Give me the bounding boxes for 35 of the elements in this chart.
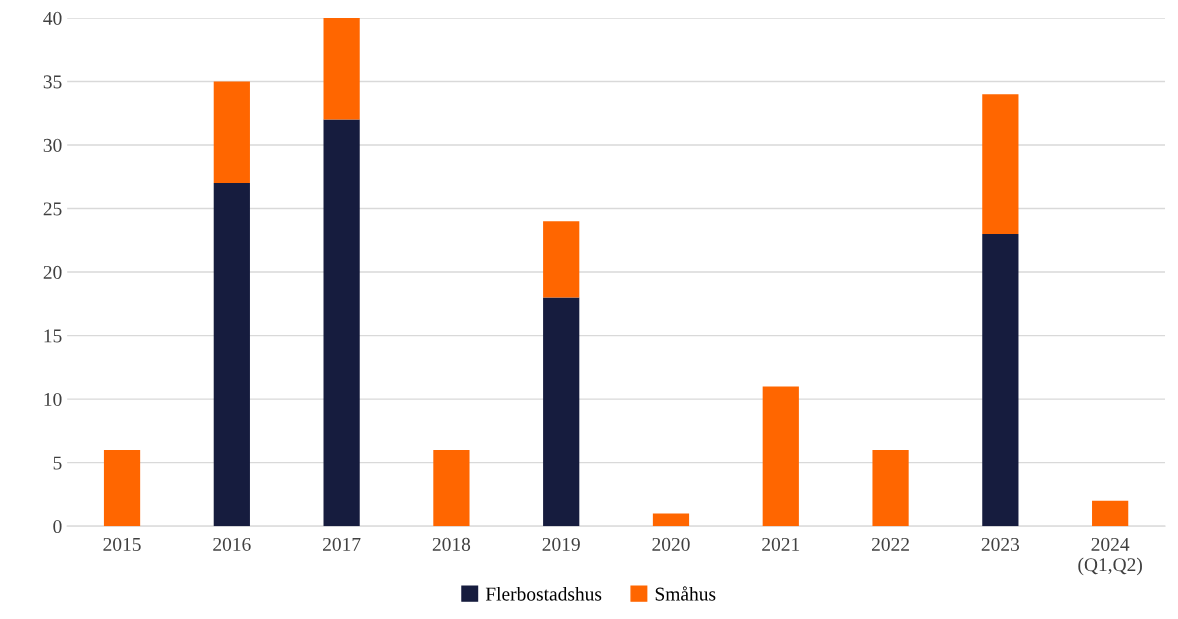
bar bbox=[652, 513, 690, 527]
bar bbox=[323, 17, 360, 120]
x-tick-label: 2019 bbox=[542, 537, 580, 551]
y-tick-label: 35 bbox=[43, 75, 62, 89]
bar bbox=[982, 233, 1019, 527]
x-tick-label: 2022 bbox=[871, 537, 909, 551]
x-tick-label: 2024 (Q1,Q2) bbox=[1078, 537, 1142, 576]
y-tick-label: 30 bbox=[43, 138, 62, 152]
x-tick-label: 2018 bbox=[432, 537, 471, 551]
x-tick-label: 2020 bbox=[652, 537, 690, 551]
y-tick-label: 0 bbox=[53, 519, 62, 534]
bar bbox=[762, 386, 799, 527]
y-tick-label: 10 bbox=[44, 392, 62, 407]
x-tick-label: 2017 bbox=[323, 537, 361, 551]
y-tick-label: 40 bbox=[43, 11, 62, 25]
x-tick-label: 2016 bbox=[213, 537, 251, 551]
bar bbox=[323, 119, 360, 527]
bar bbox=[103, 449, 141, 527]
legend-label: Flerbostadshus bbox=[485, 586, 602, 601]
bar bbox=[433, 449, 470, 527]
bar bbox=[543, 297, 580, 527]
y-tick-label: 5 bbox=[53, 456, 62, 470]
y-tick-label: 15 bbox=[44, 329, 62, 343]
x-tick-label: 2021 bbox=[762, 537, 800, 551]
y-tick-label: 25 bbox=[43, 202, 62, 216]
y-tick-label: 20 bbox=[43, 265, 62, 279]
bar bbox=[872, 449, 909, 527]
bar bbox=[1092, 500, 1129, 527]
x-tick-label: 2015 bbox=[103, 537, 141, 551]
legend-label: Småhus bbox=[655, 586, 716, 601]
bar bbox=[982, 94, 1019, 234]
bar bbox=[213, 183, 250, 527]
bar bbox=[543, 221, 580, 298]
x-tick-label: 2023 bbox=[981, 537, 1020, 551]
bar bbox=[213, 81, 250, 184]
